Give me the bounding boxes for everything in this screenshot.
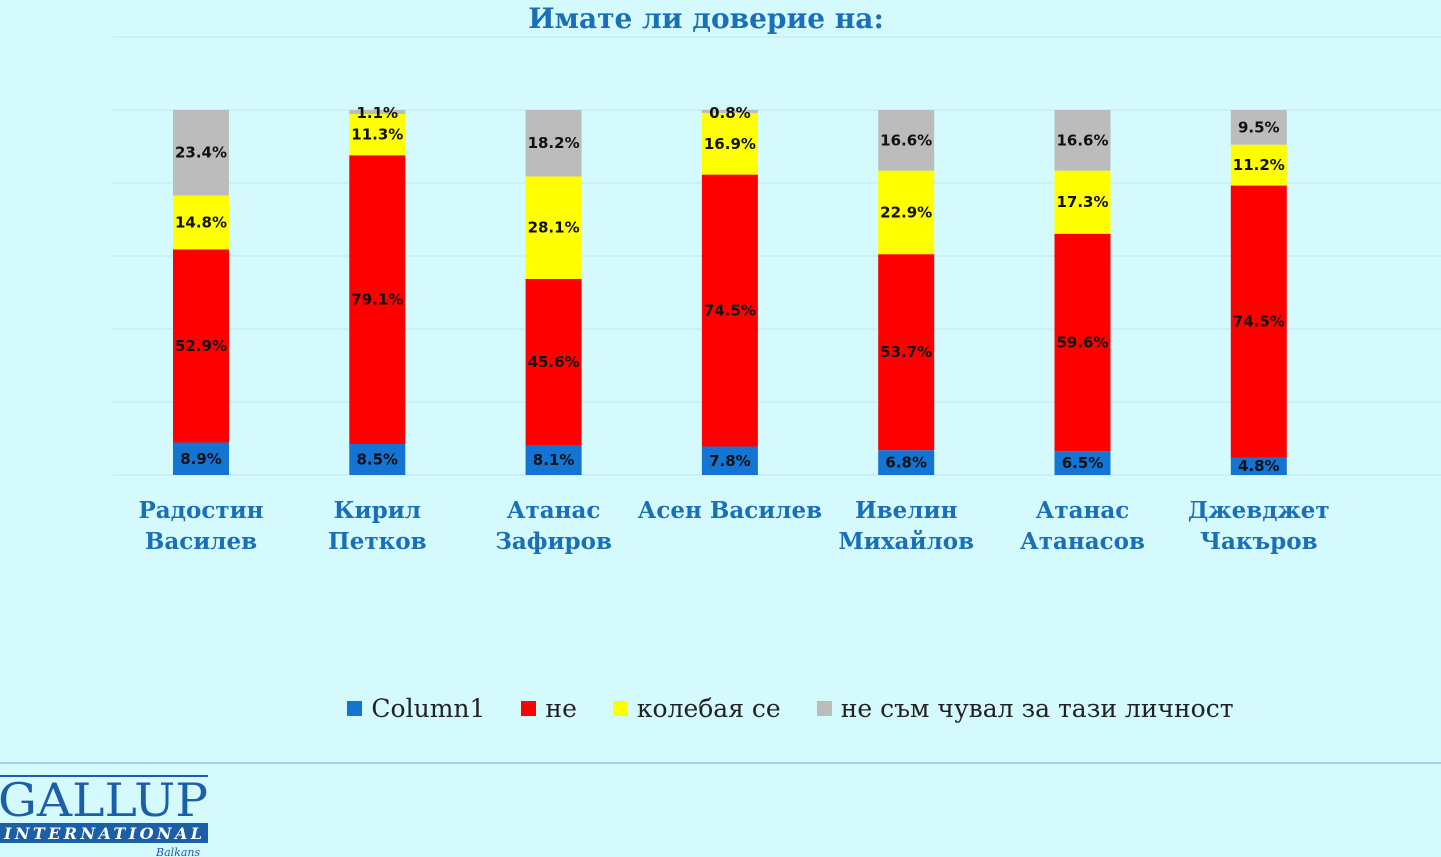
data-label: 79.1% — [351, 291, 403, 309]
data-label: 22.9% — [880, 203, 932, 221]
legend-swatch — [347, 700, 363, 716]
legend-swatch — [521, 700, 537, 716]
data-label: 23.4% — [175, 144, 227, 162]
bar-segment — [701, 110, 758, 113]
data-label: 18.2% — [528, 134, 580, 152]
data-label: 9.5% — [1238, 118, 1280, 136]
category-label: Петков — [328, 528, 427, 555]
bar-segment — [1054, 233, 1111, 452]
bar-segment — [701, 112, 758, 175]
logo-line2: INTERNATIONAL — [3, 824, 202, 843]
data-label: 16.6% — [880, 131, 932, 149]
bar-segment — [878, 170, 935, 255]
logo-line1: GALLUP — [0, 773, 208, 827]
data-label: 8.9% — [180, 450, 222, 468]
legend-swatch — [612, 700, 628, 716]
bar-segment — [1054, 170, 1111, 234]
bar-segment — [173, 249, 229, 443]
data-label: 16.6% — [1056, 131, 1108, 149]
bar-segment — [1054, 110, 1111, 171]
bar-segment — [878, 110, 935, 171]
bar-segment — [1230, 185, 1287, 458]
data-label: 6.8% — [885, 454, 927, 472]
category-label: Асен Василев — [638, 497, 822, 524]
bar-segment — [525, 110, 582, 177]
data-label: 28.1% — [528, 219, 580, 237]
bar-segment — [878, 254, 935, 451]
data-label: 16.9% — [704, 135, 756, 153]
data-label: 45.6% — [528, 353, 580, 371]
bar-segment — [173, 442, 229, 475]
footer-divider — [0, 762, 1441, 764]
legend-item: Column1 — [347, 694, 485, 723]
category-label: Чакъров — [1200, 528, 1318, 555]
bar-segment — [701, 446, 758, 475]
bar-segment — [1230, 144, 1287, 186]
bar-segment — [349, 443, 406, 475]
bars — [173, 110, 1287, 475]
category-label: Атанас — [1036, 497, 1130, 524]
bar-segment — [349, 110, 406, 115]
bar-segment — [1230, 457, 1287, 475]
legend-item: колебая се — [612, 693, 781, 723]
data-label: 8.5% — [356, 450, 398, 468]
legend-label: не — [545, 693, 577, 723]
bar-segment — [349, 155, 406, 444]
legend-label: Column1 — [371, 693, 486, 723]
legend-label: колебая се — [636, 693, 781, 723]
data-label: 8.1% — [533, 451, 575, 469]
legend: Column1 не колебая се не съм чувал за тази … — [0, 688, 1441, 728]
bar-segment — [525, 176, 582, 279]
data-label: 14.8% — [175, 213, 227, 231]
bar-segment — [525, 278, 582, 446]
data-label: 53.7% — [880, 343, 932, 361]
gallup-logo: GALLUP INTERNATIONAL Balkans — [0, 773, 208, 857]
chart-plot: 8.9% 52.9% 14.8% 23.4% 8.5% 79.1% 11.3% 1.1% 8.1… — [113, 36, 1441, 555]
category-label: Атанас — [507, 497, 601, 524]
category-label: Радостин — [138, 497, 263, 524]
data-label: 7.8% — [709, 452, 751, 470]
data-label: 11.3% — [351, 126, 403, 144]
category-label: Зафиров — [495, 528, 612, 555]
legend-label: не съм чувал за тази личност — [840, 693, 1234, 723]
bar-segment — [525, 445, 582, 475]
legend-swatch — [816, 700, 832, 716]
chart-title: Имате ли доверие на: — [528, 2, 884, 35]
data-label: 52.9% — [175, 337, 227, 355]
gridlines — [113, 36, 1441, 476]
bar-segment — [1230, 110, 1287, 145]
bar-segment — [701, 174, 758, 447]
data-labels: 8.9% 52.9% 14.8% 23.4% 8.5% 79.1% 11.3% 1.1% 8.1… — [175, 104, 1285, 475]
bar-segment — [878, 450, 935, 475]
category-label: Кирил — [334, 497, 421, 524]
data-label: 0.8% — [709, 104, 751, 122]
category-label: Джевджет — [1188, 497, 1330, 524]
bar-segment — [349, 114, 406, 156]
data-label: 11.2% — [1233, 156, 1285, 174]
data-label: 6.5% — [1062, 454, 1104, 472]
data-label: 74.5% — [704, 302, 756, 320]
data-label: 17.3% — [1056, 193, 1108, 211]
data-label: 74.5% — [1233, 313, 1285, 331]
data-label: 4.8% — [1238, 457, 1280, 475]
data-label: 59.6% — [1056, 334, 1108, 352]
category-labels: Радостин Василев Кирил Петков Атанас Зафиров А… — [138, 497, 1329, 555]
data-label: 1.1% — [356, 104, 398, 122]
logo-line3: Balkans — [155, 846, 200, 857]
bar-segment — [173, 110, 229, 196]
category-label: Ивелин — [855, 497, 958, 524]
category-label: Василев — [145, 528, 257, 555]
legend-item: не съм чувал за тази личност — [816, 693, 1234, 723]
category-label: Михайлов — [838, 528, 974, 555]
bar-segment — [1054, 451, 1111, 475]
bar-segment — [173, 195, 229, 250]
category-label: Атанасов — [1020, 528, 1145, 555]
legend-item: не — [521, 693, 577, 723]
